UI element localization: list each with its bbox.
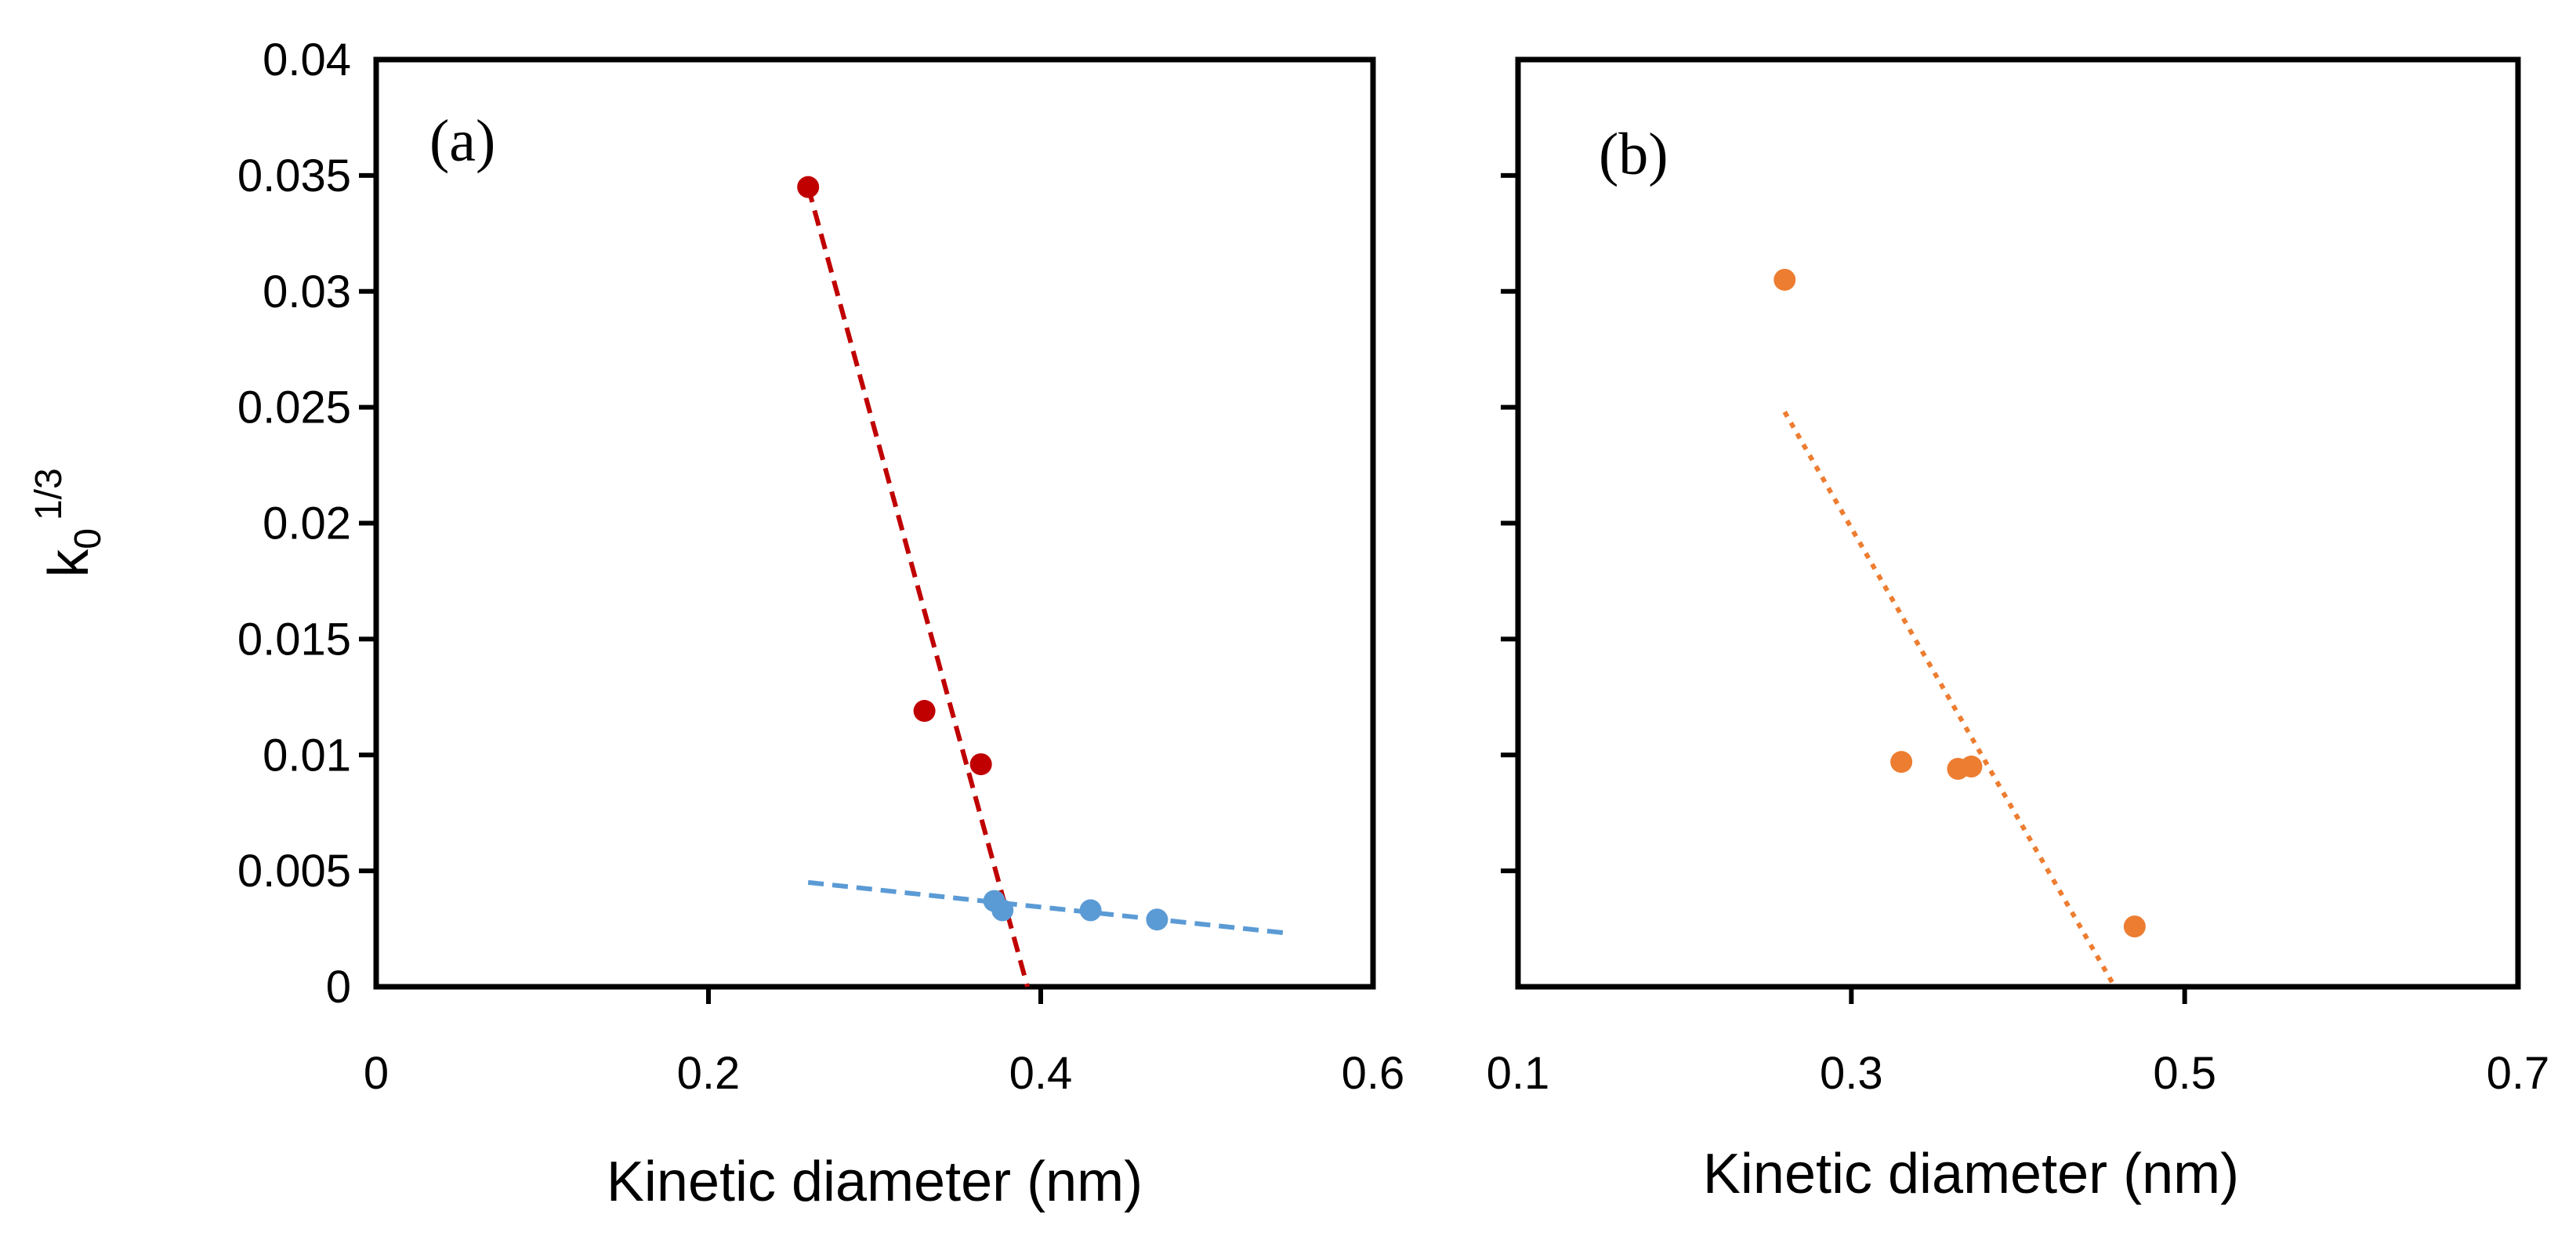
y-tick-label: 0.02	[263, 498, 351, 549]
panel-a-plot-frame	[373, 56, 1376, 990]
y-tick-label: 0.04	[263, 34, 351, 85]
y-tick-label: 0	[326, 962, 351, 1013]
panel-a-x-tick-labels: 0 0.2 0.4 0.6	[364, 1048, 1404, 1099]
y-axis-title-superscript: 1/3	[28, 468, 70, 520]
x-tick-label: 0.2	[677, 1048, 741, 1099]
panel-b-ticks	[1501, 172, 2187, 1004]
x-tick-label: 0.4	[1009, 1048, 1073, 1099]
x-tick-label: 0.1	[1487, 1048, 1550, 1099]
panel-a-points	[797, 176, 1168, 931]
y-tick-label: 0.03	[263, 266, 351, 317]
panel-b: 0.1 0.3 0.5 0.7 (b) Kinetic diameter (nm)	[1487, 56, 2550, 1205]
data-point	[1079, 899, 1102, 922]
panel-b-plot-frame	[1515, 56, 2521, 990]
data-point	[2123, 915, 2146, 938]
panel-a-trendlines	[806, 186, 1291, 988]
data-point	[913, 700, 936, 723]
panel-a-label: (a)	[429, 108, 495, 174]
x-tick-label: 0.7	[2487, 1048, 2550, 1099]
panel-a-y-axis-title: k0 1/3	[28, 468, 109, 577]
panel-a-x-axis-title: Kinetic diameter (nm)	[607, 1151, 1143, 1213]
y-tick-label: 0.01	[263, 730, 351, 781]
panel-b-x-tick-labels: 0.1 0.3 0.5 0.7	[1487, 1048, 2550, 1099]
trendline	[1782, 411, 2117, 988]
data-point	[1960, 756, 1983, 778]
data-point	[991, 899, 1014, 922]
y-axis-title-subscript: 0	[67, 528, 109, 549]
y-tick-label: 0.005	[237, 846, 351, 897]
y-axis-title-main: k	[38, 549, 100, 578]
panel-b-points	[1773, 268, 2146, 938]
data-point	[969, 753, 992, 776]
panel-a-y-tick-labels: 0 0.005 0.01 0.015 0.02 0.025 0.03 0.035 0.04	[237, 34, 351, 1013]
y-tick-label: 0.035	[237, 150, 351, 201]
data-point	[797, 176, 820, 198]
y-tick-label: 0.015	[237, 614, 351, 665]
panel-b-x-axis-title: Kinetic diameter (nm)	[1703, 1143, 2239, 1205]
x-tick-label: 0	[364, 1048, 389, 1099]
panel-b-label: (b)	[1599, 121, 1668, 187]
data-point	[1773, 268, 1796, 291]
x-tick-label: 0.3	[1820, 1048, 1883, 1099]
data-point	[1146, 908, 1168, 931]
trendline	[806, 186, 1030, 988]
data-point	[1890, 751, 1913, 774]
panel-b-trendlines	[1782, 411, 2117, 988]
panel-a: 0 0.2 0.4 0.6 00.0050.010.0150.020.0250.030…	[28, 34, 1404, 1213]
x-tick-label: 0.6	[1342, 1048, 1405, 1099]
panel-a-ticks	[359, 172, 1043, 1004]
svg-text:k01/3: k0 1/3	[28, 468, 109, 577]
trendline	[807, 879, 1291, 936]
x-tick-label: 0.5	[2153, 1048, 2216, 1099]
y-tick-label: 0.025	[237, 382, 351, 433]
